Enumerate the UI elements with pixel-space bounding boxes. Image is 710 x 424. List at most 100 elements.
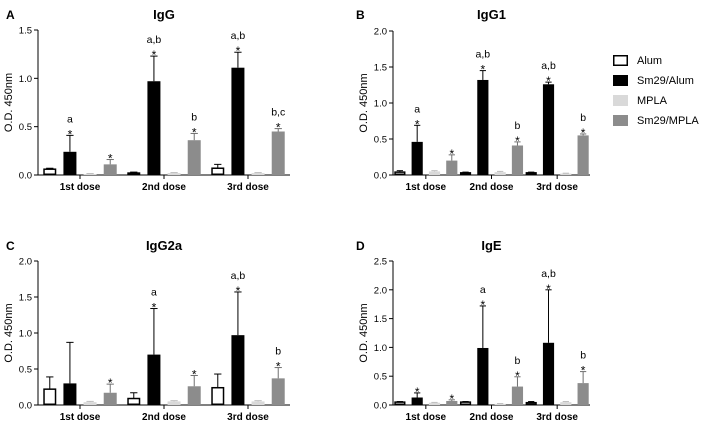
significance-letter: a,b	[541, 60, 556, 72]
bar-sm29-alum-2	[542, 342, 555, 405]
significance-star: *	[515, 134, 520, 148]
chart-title: IgG	[153, 7, 175, 22]
x-tick-label: 2nd dose	[142, 182, 186, 193]
bar-alum-2	[525, 172, 537, 175]
legend-label: Sm29/Alum	[637, 75, 694, 87]
y-tick-label: 2.0	[374, 285, 387, 296]
bar-sm29-alum-2	[542, 84, 555, 175]
bar-sm29-mpla-2	[577, 383, 589, 405]
x-tick-label: 2nd dose	[470, 412, 514, 423]
significance-star: *	[481, 63, 486, 77]
significance-star: *	[546, 282, 551, 296]
significance-letter: a,b	[476, 49, 491, 61]
y-tick-label: 0.0	[374, 401, 387, 412]
y-tick-label: 0.5	[19, 122, 32, 133]
bar-sm29-alum-1	[477, 347, 489, 405]
x-tick-label: 2nd dose	[470, 182, 514, 193]
bar-alum-1	[459, 401, 472, 405]
significance-star: *	[236, 44, 241, 58]
x-tick-label: 1st dose	[60, 412, 101, 423]
bar-sm29-alum-1	[147, 354, 161, 405]
chart-title: IgG1	[477, 7, 506, 22]
bar-mpla-0	[428, 171, 441, 175]
significance-letter: a,b	[147, 34, 162, 46]
significance-star: *	[546, 74, 551, 88]
bar-mpla-1	[494, 403, 506, 405]
x-tick-label: 1st dose	[60, 182, 101, 193]
panel-letter: C	[6, 239, 15, 253]
x-tick-label: 3rd dose	[227, 412, 269, 423]
bar-alum-2	[525, 401, 537, 406]
legend-swatch-sm29-mpla	[613, 115, 628, 126]
bar-sm29-mpla-0	[103, 392, 117, 405]
significance-star: *	[236, 284, 241, 298]
significance-letter: a	[414, 103, 420, 115]
bar-mpla-2	[251, 173, 265, 175]
y-tick-label: 2.0	[19, 257, 32, 268]
bar-alum-0	[43, 168, 57, 175]
chart-panel-ige: D IgE O.D. 450nm 0.0 0.5 1.0 1.5 2.0 2.5 1st dose…	[356, 238, 590, 423]
x-tick-label: 3rd dose	[227, 182, 269, 193]
significance-letter: b,c	[271, 107, 285, 119]
chart-title: IgE	[481, 238, 502, 253]
significance-letter: b	[275, 346, 281, 358]
y-axis-label: O.D. 450nm	[3, 303, 15, 362]
significance-letter: a,b	[541, 268, 556, 280]
bar-sm29-alum-0	[63, 151, 77, 175]
panel-letter: B	[356, 8, 365, 22]
significance-star: *	[481, 298, 486, 312]
significance-letter: a,b	[231, 30, 246, 42]
bar-sm29-mpla-2	[577, 135, 589, 175]
x-tick-label: 2nd dose	[142, 412, 186, 423]
significance-star: *	[415, 117, 420, 131]
significance-star: *	[449, 392, 454, 406]
bar-sm29-alum-2	[231, 67, 245, 175]
significance-star: *	[108, 152, 113, 166]
legend: Alum Sm29/Alum MPLA Sm29/MPLA	[613, 55, 699, 127]
significance-letter: a,b	[231, 270, 246, 282]
significance-letter: a	[151, 287, 157, 299]
y-axis-label: O.D. 450nm	[3, 73, 15, 132]
y-tick-label: 1.0	[374, 343, 387, 354]
bar-mpla-2	[251, 401, 265, 405]
bar-sm29-mpla-1	[511, 145, 524, 175]
bar-mpla-1	[167, 173, 181, 175]
bar-sm29-mpla-1	[511, 386, 524, 405]
significance-star: *	[276, 121, 281, 135]
y-tick-label: 1.0	[374, 99, 387, 110]
legend-swatch-sm29-alum	[613, 75, 628, 86]
legend-label: Sm29/MPLA	[637, 115, 699, 127]
x-tick-label: 1st dose	[406, 412, 447, 423]
bar-alum-2	[211, 167, 225, 176]
y-tick-label: 0.0	[19, 171, 32, 182]
bar-sm29-mpla-0	[103, 164, 117, 175]
y-tick-label: 1.5	[374, 314, 387, 325]
bar-alum-1	[127, 397, 141, 405]
significance-star: *	[415, 385, 420, 399]
bar-alum-1	[459, 172, 472, 175]
significance-letter: b	[580, 112, 586, 124]
significance-star: *	[449, 147, 454, 161]
significance-star: *	[152, 301, 157, 315]
panel-letter: A	[6, 8, 15, 22]
significance-letter: b	[580, 350, 586, 362]
y-tick-label: 1.5	[19, 26, 32, 37]
significance-star: *	[68, 127, 73, 141]
significance-star: *	[192, 125, 197, 139]
bar-alum-1	[127, 172, 141, 175]
bar-alum-0	[43, 388, 57, 406]
x-tick-label: 3rd dose	[536, 412, 578, 423]
y-tick-label: 2.5	[374, 257, 387, 268]
bar-mpla-1	[167, 401, 181, 405]
bar-mpla-0	[83, 402, 97, 405]
bar-sm29-mpla-2	[271, 378, 285, 405]
significance-letter: b	[515, 120, 521, 132]
chart-panel-igg1: B IgG1 O.D. 450nm 0.0 0.5 1.0 1.5 2.0 1st dose * a…	[356, 7, 590, 193]
y-tick-label: 2.0	[374, 27, 387, 38]
bar-sm29-alum-0	[411, 397, 423, 405]
bar-sm29-mpla-1	[187, 140, 201, 175]
significance-star: *	[192, 367, 197, 381]
significance-letter: a	[480, 284, 486, 296]
